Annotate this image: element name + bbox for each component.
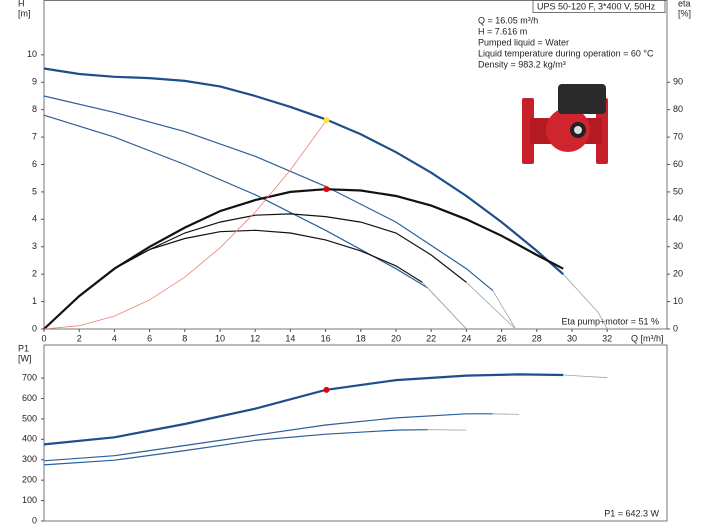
y-tick-label: 500 — [22, 413, 37, 423]
y-tick-label: 4 — [32, 214, 37, 224]
y-tick-label: 5 — [32, 186, 37, 196]
bottom-frame — [43, 344, 668, 522]
info-line: Liquid temperature during operation = 60… — [478, 48, 654, 58]
y2-axis-label: eta — [678, 0, 691, 8]
note: P1 = 642.3 W — [604, 508, 659, 518]
x-tick-label: 4 — [112, 333, 117, 343]
curve — [492, 413, 520, 415]
y-axis-unit: [m] — [18, 8, 31, 18]
y-tick-label: 700 — [22, 372, 37, 382]
info-line: H = 7.616 m — [478, 26, 527, 36]
x-tick-label: 2 — [77, 333, 82, 343]
curve — [43, 119, 327, 330]
power-chart: 0 100 200 300 400 500 600 700 P1[W] P1 = 642.3 W — [18, 343, 659, 525]
y-tick-label: 6 — [32, 159, 37, 169]
x-tick-label: 28 — [532, 333, 542, 343]
x-tick-label: 16 — [321, 333, 331, 343]
x-tick-label: 0 — [41, 333, 46, 343]
y2-tick-label: 90 — [673, 77, 683, 87]
curve — [422, 282, 467, 330]
x-tick-label: 22 — [426, 333, 436, 343]
y-tick-label: 3 — [32, 241, 37, 251]
curve — [492, 290, 516, 330]
x-tick-label: 26 — [497, 333, 507, 343]
note: Eta pump+motor = 51 % — [561, 316, 659, 326]
curve — [43, 373, 564, 446]
info-line: Density = 983.2 kg/m³ — [478, 59, 566, 69]
info-line: Q = 16.05 m³/h — [478, 15, 538, 25]
y-tick-label: 400 — [22, 434, 37, 444]
x-tick-label: 14 — [285, 333, 295, 343]
y-tick-label: 600 — [22, 393, 37, 403]
curve — [43, 229, 423, 330]
x-tick-label: 6 — [147, 333, 152, 343]
curve — [43, 413, 493, 462]
x-tick-label: 24 — [461, 333, 471, 343]
y-tick-label: 0 — [32, 323, 37, 333]
y2-tick-label: 80 — [673, 104, 683, 114]
y-tick-label: 0 — [32, 515, 37, 525]
duty-point — [323, 117, 330, 124]
y-tick-label: 7 — [32, 131, 37, 141]
x-tick-label: 20 — [391, 333, 401, 343]
curve — [43, 188, 564, 330]
y2-tick-label: 60 — [673, 159, 683, 169]
y2-tick-label: 40 — [673, 214, 683, 224]
y-tick-label: 300 — [22, 454, 37, 464]
y2-tick-label: 50 — [673, 186, 683, 196]
curve — [43, 114, 429, 289]
y2-tick-label: 70 — [673, 131, 683, 141]
curve — [466, 282, 516, 330]
y-tick-label: 2 — [32, 269, 37, 279]
y-tick-label: 200 — [22, 475, 37, 485]
y2-tick-label: 30 — [673, 241, 683, 251]
y-axis-label: H — [18, 0, 25, 8]
curve — [43, 67, 564, 276]
title-box — [532, 0, 666, 13]
x-axis-label: Q [m³/h] — [631, 333, 664, 343]
y-axis-unit: [W] — [18, 353, 32, 363]
y2-tick-label: 0 — [673, 323, 678, 333]
y-tick-label: 9 — [32, 77, 37, 87]
y-tick-label: 1 — [32, 296, 37, 306]
info-line: Pumped liquid = Water — [478, 37, 569, 47]
curve — [43, 213, 467, 330]
chart-title: UPS 50-120 F, 3*400 V, 50Hz — [537, 1, 656, 11]
duty-point — [323, 386, 330, 393]
x-tick-label: 12 — [250, 333, 260, 343]
x-tick-label: 8 — [182, 333, 187, 343]
y2-tick-label: 20 — [673, 269, 683, 279]
x-tick-label: 32 — [602, 333, 612, 343]
y-tick-label: 8 — [32, 104, 37, 114]
y2-tick-label: 10 — [673, 296, 683, 306]
curve — [43, 429, 428, 466]
y-tick-label: 100 — [22, 495, 37, 505]
y-tick-label: 10 — [27, 49, 37, 59]
curve — [43, 95, 494, 292]
curve — [563, 374, 608, 379]
y2-axis-unit: [%] — [678, 8, 691, 18]
y-axis-label: P1 — [18, 343, 29, 353]
x-tick-label: 18 — [356, 333, 366, 343]
curve — [562, 273, 608, 330]
x-tick-label: 30 — [567, 333, 577, 343]
duty-point — [323, 186, 330, 193]
x-tick-label: 10 — [215, 333, 225, 343]
pump-image — [522, 84, 608, 164]
